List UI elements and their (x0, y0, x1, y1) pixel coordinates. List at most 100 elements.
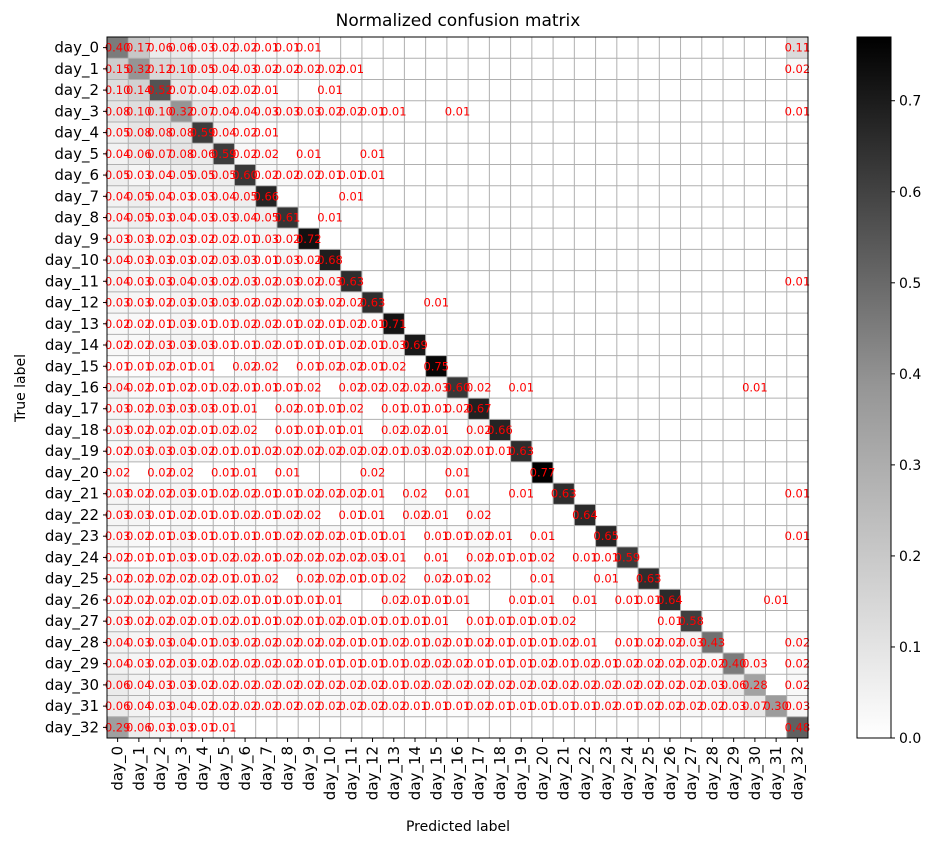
cell-value-label: 0.06 (105, 678, 131, 692)
heatmap-cell (723, 674, 745, 696)
heatmap-cell (361, 440, 384, 463)
heatmap-cell (319, 228, 341, 250)
cell-value-label: 0.02 (296, 444, 322, 458)
cell-value-label: 0.03 (147, 720, 173, 734)
heatmap-cell (468, 164, 490, 186)
cell-value-label: 0.02 (254, 168, 280, 182)
heatmap-cell (319, 674, 341, 696)
cell-value-label: 0.02 (275, 678, 301, 692)
y-tick-label: day_23 (45, 527, 99, 546)
heatmap-cell (170, 376, 193, 399)
heatmap-cell (255, 483, 278, 505)
heatmap-cell (595, 334, 618, 356)
cell-value-label: 0.66 (487, 423, 513, 437)
cell-value-label: 0.02 (338, 359, 364, 373)
cell-value-label: 0.02 (232, 359, 258, 373)
heatmap-cell (680, 355, 703, 378)
heatmap-cell (361, 100, 384, 123)
heatmap-cell (298, 100, 320, 123)
heatmap-cell (489, 206, 511, 229)
heatmap-cell (446, 143, 469, 165)
heatmap-cell (468, 674, 490, 696)
heatmap-cell (383, 79, 405, 102)
cell-value-label: 0.02 (360, 699, 386, 713)
heatmap-cell (255, 121, 278, 144)
heatmap-cell (361, 631, 384, 654)
heatmap-cell (701, 695, 724, 718)
heatmap-cell (298, 461, 320, 484)
heatmap-cell (468, 546, 490, 569)
heatmap-cell (701, 291, 724, 314)
cell-value-label: 0.02 (296, 381, 322, 395)
heatmap-cell (553, 461, 575, 484)
cell-value-label: 0.02 (126, 423, 152, 437)
cell-value-label: 0.01 (211, 465, 237, 479)
heatmap-cell (531, 376, 554, 399)
cell-value-label: 0.01 (593, 572, 619, 586)
heatmap-cell (595, 716, 618, 739)
heatmap-cell (701, 398, 724, 420)
heatmap-cell (680, 461, 703, 484)
cell-value-label: 0.03 (190, 296, 216, 310)
heatmap-cell (191, 610, 214, 633)
heatmap-cell (404, 610, 426, 633)
heatmap-cell (149, 143, 172, 165)
heatmap-cell (425, 504, 448, 526)
cell-value-label: 0.01 (360, 359, 386, 373)
heatmap-cell (107, 355, 129, 378)
heatmap-cell (234, 249, 256, 271)
cell-value-label: 0.01 (338, 614, 364, 628)
heatmap-cell (765, 589, 788, 611)
heatmap-cell (425, 164, 448, 186)
cell-value-label: 0.02 (190, 657, 216, 671)
cell-value-label: 0.01 (317, 338, 343, 352)
y-tick-label: day_26 (45, 591, 99, 610)
heatmap-cell (765, 79, 788, 102)
heatmap-cell (659, 716, 681, 739)
heatmap-cell (298, 164, 320, 186)
cell-value-label: 0.01 (232, 593, 258, 607)
heatmap-cell (659, 58, 681, 80)
heatmap-cell (255, 546, 278, 569)
heatmap-cell (383, 568, 405, 590)
heatmap-cell (170, 143, 193, 165)
heatmap-cell (553, 291, 575, 314)
heatmap-cell (404, 504, 426, 526)
y-tick-label: day_3 (54, 102, 99, 121)
cell-value-label: 0.02 (615, 678, 641, 692)
heatmap-cell (425, 376, 448, 399)
cell-value-label: 0.02 (147, 593, 173, 607)
cell-value-label: 0.01 (147, 529, 173, 543)
heatmap-cell (744, 143, 766, 165)
cell-value-label: 0.02 (190, 253, 216, 267)
heatmap-cell (446, 674, 469, 696)
heatmap-cell (234, 121, 256, 144)
heatmap-cell (510, 291, 533, 314)
cell-value-label: 0.02 (232, 423, 258, 437)
heatmap-cell (680, 568, 703, 590)
heatmap-cell (553, 143, 575, 165)
heatmap-cell (383, 100, 405, 123)
cell-value-label: 0.02 (296, 572, 322, 586)
heatmap-cell (319, 291, 341, 314)
cell-value-label: 0.03 (742, 657, 768, 671)
heatmap-cell (191, 143, 214, 165)
cell-value-label: 0.03 (254, 232, 280, 246)
heatmap-cell (128, 653, 150, 675)
heatmap-cell (191, 398, 214, 420)
heatmap-cell (170, 716, 193, 739)
cell-value-label: 0.01 (423, 529, 449, 543)
cell-value-label: 0.02 (296, 317, 322, 331)
cell-value-label: 0.02 (296, 168, 322, 182)
cell-value-label: 0.05 (254, 211, 280, 225)
heatmap-cell (298, 440, 320, 463)
heatmap-cell (786, 546, 809, 569)
heatmap-cell (616, 419, 639, 441)
heatmap-cell (319, 631, 341, 654)
cell-value-label: 0.03 (147, 635, 173, 649)
cell-value-label: 0.01 (572, 635, 598, 649)
heatmap-cell (149, 291, 172, 314)
cell-value-label: 0.01 (275, 381, 301, 395)
cell-value-label: 0.01 (423, 699, 449, 713)
heatmap-cell (531, 483, 554, 505)
